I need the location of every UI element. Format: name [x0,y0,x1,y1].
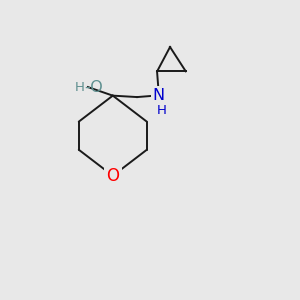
Text: N: N [152,88,165,103]
Text: O: O [106,167,119,185]
Text: -O: -O [84,80,103,94]
Text: H: H [74,81,84,94]
Text: H: H [157,104,167,117]
